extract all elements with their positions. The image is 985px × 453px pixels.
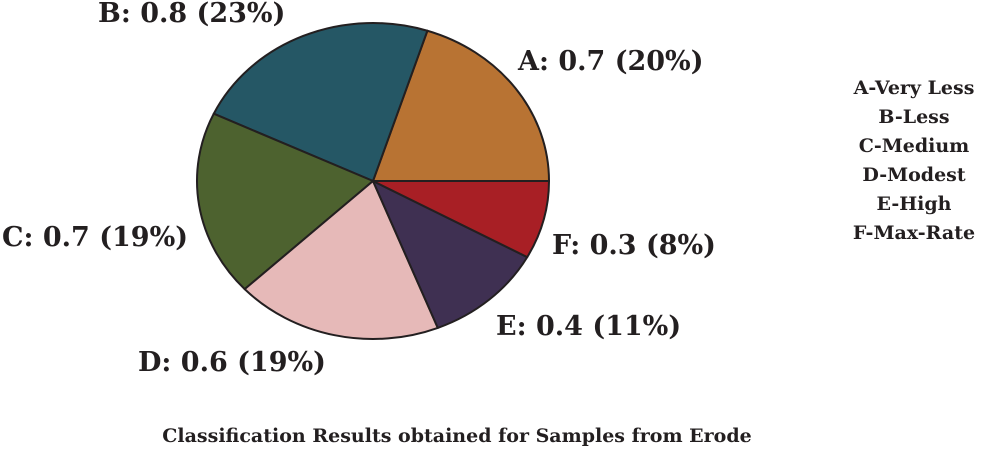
slice-label-e: E: 0.4 (11%) — [496, 311, 681, 342]
legend-item-3: C-Medium — [859, 135, 970, 157]
legend-item-5: E-High — [877, 193, 952, 215]
chart-title: Classification Results obtained for Samp… — [162, 425, 751, 447]
legend-item-4: D-Modest — [862, 164, 965, 186]
pie-slice-b — [212, 22, 429, 182]
slice-label-d: D: 0.6 (19%) — [138, 347, 326, 378]
legend-item-2: B-Less — [878, 106, 949, 128]
slice-label-b: B: 0.8 (23%) — [98, 0, 285, 29]
pie-slice-f — [372, 180, 550, 259]
legend-item-1: A-Very Less — [853, 77, 975, 99]
slice-label-c: C: 0.7 (19%) — [2, 222, 188, 253]
slice-label-f: F: 0.3 (8%) — [552, 230, 716, 261]
pie-slice-c — [196, 112, 374, 291]
slice-label-a: A: 0.7 (20%) — [517, 46, 703, 77]
legend-item-6: F-Max-Rate — [853, 222, 975, 244]
pie-slice-a — [372, 29, 550, 182]
pie-slice-e — [372, 180, 529, 329]
